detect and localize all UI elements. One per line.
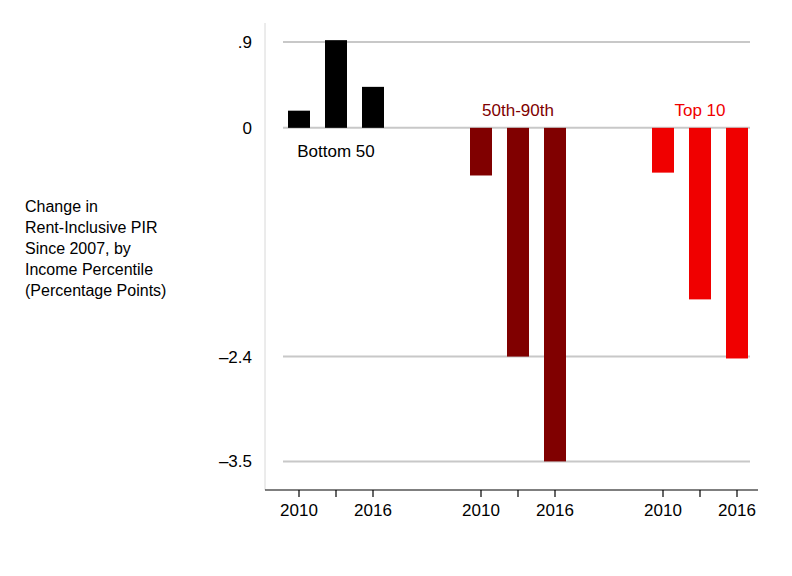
bar (544, 128, 566, 462)
x-tick-label: 2016 (536, 501, 574, 520)
y-tick-label: –2.4 (219, 348, 252, 367)
bar (652, 128, 674, 173)
x-tick-label: 2016 (718, 501, 756, 520)
x-tick (662, 490, 663, 497)
y-axis-label-line: Since 2007, by (25, 240, 131, 257)
y-axis-label-line: (Percentage Points) (25, 282, 166, 299)
bar (288, 111, 310, 128)
bar (470, 128, 492, 176)
x-tick (554, 490, 555, 497)
x-axis-line (265, 489, 758, 490)
y-axis-label: Change in Rent-Inclusive PIR Since 2007, b… (25, 198, 166, 299)
bar (507, 128, 529, 357)
y-axis-label-line: Change in (25, 198, 98, 215)
x-tick-label: 2010 (644, 501, 682, 520)
x-tick (335, 490, 336, 497)
bar (726, 128, 748, 359)
y-axis-line (265, 23, 266, 490)
chart: .9 0 –2.4 –3.5 Change in Rent-Inclusive PIR Si… (0, 0, 792, 576)
group-label: Top 10 (674, 101, 725, 120)
x-tick (480, 490, 481, 497)
group-label: 50th-90th (482, 101, 554, 120)
group-label: Bottom 50 (297, 142, 375, 161)
bar (325, 40, 347, 128)
grid-line (283, 460, 750, 462)
y-axis-label-line: Rent-Inclusive PIR (25, 219, 158, 236)
x-tick (736, 490, 737, 497)
x-tick (699, 490, 700, 497)
x-tick-label: 2016 (354, 501, 392, 520)
x-tick-label: 2010 (280, 501, 318, 520)
y-tick-label: –3.5 (219, 452, 252, 471)
y-tick-label: 0 (243, 119, 252, 138)
y-axis-label-line: Income Percentile (25, 261, 153, 278)
x-tick-label: 2010 (462, 501, 500, 520)
x-tick (298, 490, 299, 497)
bars (288, 40, 748, 461)
y-tick-label: .9 (238, 33, 252, 52)
x-tick (372, 490, 373, 497)
bar (362, 87, 384, 128)
x-tick (517, 490, 518, 497)
grid-line (283, 41, 750, 43)
bar (689, 128, 711, 300)
background (0, 0, 792, 576)
